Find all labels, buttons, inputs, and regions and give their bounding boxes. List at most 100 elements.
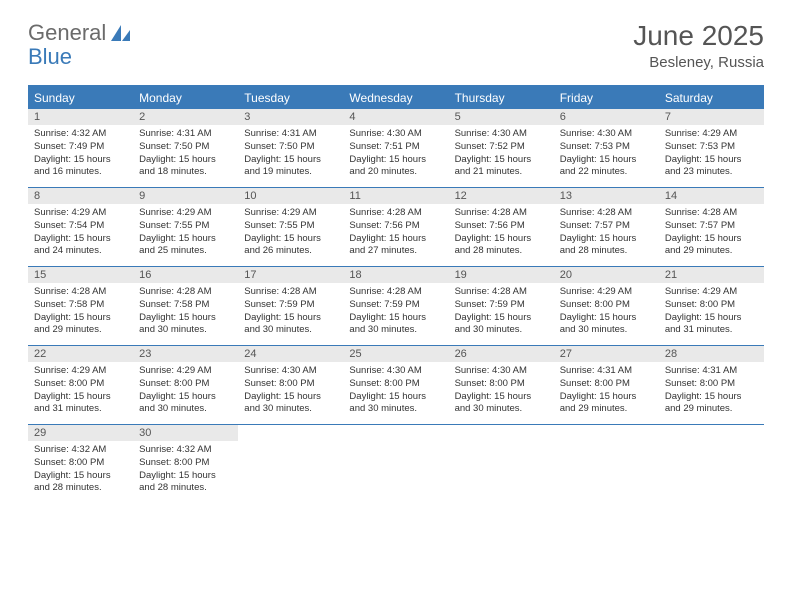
sunset-line: Sunset: 8:00 PM (139, 378, 232, 391)
day-cell: 9Sunrise: 4:29 AMSunset: 7:55 PMDaylight… (133, 188, 238, 266)
sunrise-line: Sunrise: 4:29 AM (560, 286, 653, 299)
day-body: Sunrise: 4:29 AMSunset: 7:55 PMDaylight:… (238, 204, 343, 264)
sunset-line: Sunset: 7:56 PM (455, 220, 548, 233)
day-number: 5 (449, 109, 554, 125)
day-number: 4 (343, 109, 448, 125)
day-number: 13 (554, 188, 659, 204)
daylight-line: Daylight: 15 hours and 29 minutes. (665, 391, 758, 417)
sunrise-line: Sunrise: 4:32 AM (139, 444, 232, 457)
day-cell: 4Sunrise: 4:30 AMSunset: 7:51 PMDaylight… (343, 109, 448, 187)
daylight-line: Daylight: 15 hours and 18 minutes. (139, 154, 232, 180)
sunset-line: Sunset: 7:59 PM (349, 299, 442, 312)
day-number: 18 (343, 267, 448, 283)
day-cell: 15Sunrise: 4:28 AMSunset: 7:58 PMDayligh… (28, 267, 133, 345)
day-body: Sunrise: 4:30 AMSunset: 7:53 PMDaylight:… (554, 125, 659, 185)
dow-wednesday: Wednesday (343, 87, 448, 109)
sunrise-line: Sunrise: 4:31 AM (560, 365, 653, 378)
day-body: Sunrise: 4:28 AMSunset: 7:58 PMDaylight:… (133, 283, 238, 343)
day-number: 2 (133, 109, 238, 125)
day-number: 14 (659, 188, 764, 204)
day-body: Sunrise: 4:31 AMSunset: 8:00 PMDaylight:… (659, 362, 764, 422)
day-cell: 26Sunrise: 4:30 AMSunset: 8:00 PMDayligh… (449, 346, 554, 424)
day-cell: 2Sunrise: 4:31 AMSunset: 7:50 PMDaylight… (133, 109, 238, 187)
daylight-line: Daylight: 15 hours and 22 minutes. (560, 154, 653, 180)
sunrise-line: Sunrise: 4:28 AM (455, 286, 548, 299)
sunrise-line: Sunrise: 4:31 AM (244, 128, 337, 141)
daylight-line: Daylight: 15 hours and 19 minutes. (244, 154, 337, 180)
dow-thursday: Thursday (449, 87, 554, 109)
logo-sail-icon (110, 24, 132, 42)
day-cell: 16Sunrise: 4:28 AMSunset: 7:58 PMDayligh… (133, 267, 238, 345)
day-number: 3 (238, 109, 343, 125)
day-number: 26 (449, 346, 554, 362)
day-cell: 23Sunrise: 4:29 AMSunset: 8:00 PMDayligh… (133, 346, 238, 424)
day-body: Sunrise: 4:28 AMSunset: 7:58 PMDaylight:… (28, 283, 133, 343)
daylight-line: Daylight: 15 hours and 30 minutes. (349, 312, 442, 338)
day-body: Sunrise: 4:29 AMSunset: 7:55 PMDaylight:… (133, 204, 238, 264)
day-body: Sunrise: 4:30 AMSunset: 8:00 PMDaylight:… (343, 362, 448, 422)
day-number: 22 (28, 346, 133, 362)
day-cell: 8Sunrise: 4:29 AMSunset: 7:54 PMDaylight… (28, 188, 133, 266)
daylight-line: Daylight: 15 hours and 28 minutes. (139, 470, 232, 496)
day-body: Sunrise: 4:31 AMSunset: 8:00 PMDaylight:… (554, 362, 659, 422)
day-cell: 19Sunrise: 4:28 AMSunset: 7:59 PMDayligh… (449, 267, 554, 345)
sunset-line: Sunset: 7:57 PM (560, 220, 653, 233)
sunset-line: Sunset: 7:51 PM (349, 141, 442, 154)
weeks-container: 1Sunrise: 4:32 AMSunset: 7:49 PMDaylight… (28, 109, 764, 503)
week-row: 1Sunrise: 4:32 AMSunset: 7:49 PMDaylight… (28, 109, 764, 188)
day-cell: 6Sunrise: 4:30 AMSunset: 7:53 PMDaylight… (554, 109, 659, 187)
day-number: 8 (28, 188, 133, 204)
sunrise-line: Sunrise: 4:30 AM (244, 365, 337, 378)
calendar: Sunday Monday Tuesday Wednesday Thursday… (28, 85, 764, 503)
day-body: Sunrise: 4:32 AMSunset: 7:49 PMDaylight:… (28, 125, 133, 185)
week-row: 29Sunrise: 4:32 AMSunset: 8:00 PMDayligh… (28, 425, 764, 503)
day-body: Sunrise: 4:31 AMSunset: 7:50 PMDaylight:… (238, 125, 343, 185)
day-body: Sunrise: 4:28 AMSunset: 7:56 PMDaylight:… (449, 204, 554, 264)
day-body: Sunrise: 4:30 AMSunset: 8:00 PMDaylight:… (238, 362, 343, 422)
day-body: Sunrise: 4:29 AMSunset: 8:00 PMDaylight:… (28, 362, 133, 422)
sunrise-line: Sunrise: 4:29 AM (665, 286, 758, 299)
sunset-line: Sunset: 8:00 PM (665, 378, 758, 391)
sunset-line: Sunset: 8:00 PM (455, 378, 548, 391)
daylight-line: Daylight: 15 hours and 30 minutes. (244, 312, 337, 338)
day-cell (449, 425, 554, 503)
daylight-line: Daylight: 15 hours and 30 minutes. (560, 312, 653, 338)
daylight-line: Daylight: 15 hours and 29 minutes. (560, 391, 653, 417)
day-number: 12 (449, 188, 554, 204)
day-body: Sunrise: 4:29 AMSunset: 8:00 PMDaylight:… (554, 283, 659, 343)
dow-saturday: Saturday (659, 87, 764, 109)
daylight-line: Daylight: 15 hours and 20 minutes. (349, 154, 442, 180)
sunrise-line: Sunrise: 4:28 AM (349, 207, 442, 220)
day-number: 19 (449, 267, 554, 283)
sunset-line: Sunset: 8:00 PM (244, 378, 337, 391)
sunrise-line: Sunrise: 4:28 AM (34, 286, 127, 299)
sunset-line: Sunset: 8:00 PM (139, 457, 232, 470)
sunset-line: Sunset: 7:58 PM (34, 299, 127, 312)
day-body: Sunrise: 4:29 AMSunset: 8:00 PMDaylight:… (133, 362, 238, 422)
daylight-line: Daylight: 15 hours and 24 minutes. (34, 233, 127, 259)
day-number: 20 (554, 267, 659, 283)
day-cell: 14Sunrise: 4:28 AMSunset: 7:57 PMDayligh… (659, 188, 764, 266)
day-cell: 27Sunrise: 4:31 AMSunset: 8:00 PMDayligh… (554, 346, 659, 424)
day-cell: 24Sunrise: 4:30 AMSunset: 8:00 PMDayligh… (238, 346, 343, 424)
day-of-week-row: Sunday Monday Tuesday Wednesday Thursday… (28, 87, 764, 109)
sunrise-line: Sunrise: 4:29 AM (244, 207, 337, 220)
sunset-line: Sunset: 7:55 PM (139, 220, 232, 233)
day-body: Sunrise: 4:28 AMSunset: 7:56 PMDaylight:… (343, 204, 448, 264)
sunset-line: Sunset: 8:00 PM (34, 378, 127, 391)
daylight-line: Daylight: 15 hours and 30 minutes. (139, 312, 232, 338)
sunset-line: Sunset: 7:50 PM (139, 141, 232, 154)
sunrise-line: Sunrise: 4:28 AM (349, 286, 442, 299)
day-cell: 22Sunrise: 4:29 AMSunset: 8:00 PMDayligh… (28, 346, 133, 424)
daylight-line: Daylight: 15 hours and 30 minutes. (244, 391, 337, 417)
day-number: 27 (554, 346, 659, 362)
sunrise-line: Sunrise: 4:29 AM (34, 207, 127, 220)
day-number: 15 (28, 267, 133, 283)
day-body: Sunrise: 4:28 AMSunset: 7:59 PMDaylight:… (238, 283, 343, 343)
week-row: 8Sunrise: 4:29 AMSunset: 7:54 PMDaylight… (28, 188, 764, 267)
day-number: 30 (133, 425, 238, 441)
logo-text-1: General (28, 20, 106, 46)
day-body: Sunrise: 4:30 AMSunset: 7:52 PMDaylight:… (449, 125, 554, 185)
sunrise-line: Sunrise: 4:28 AM (560, 207, 653, 220)
sunset-line: Sunset: 7:53 PM (560, 141, 653, 154)
